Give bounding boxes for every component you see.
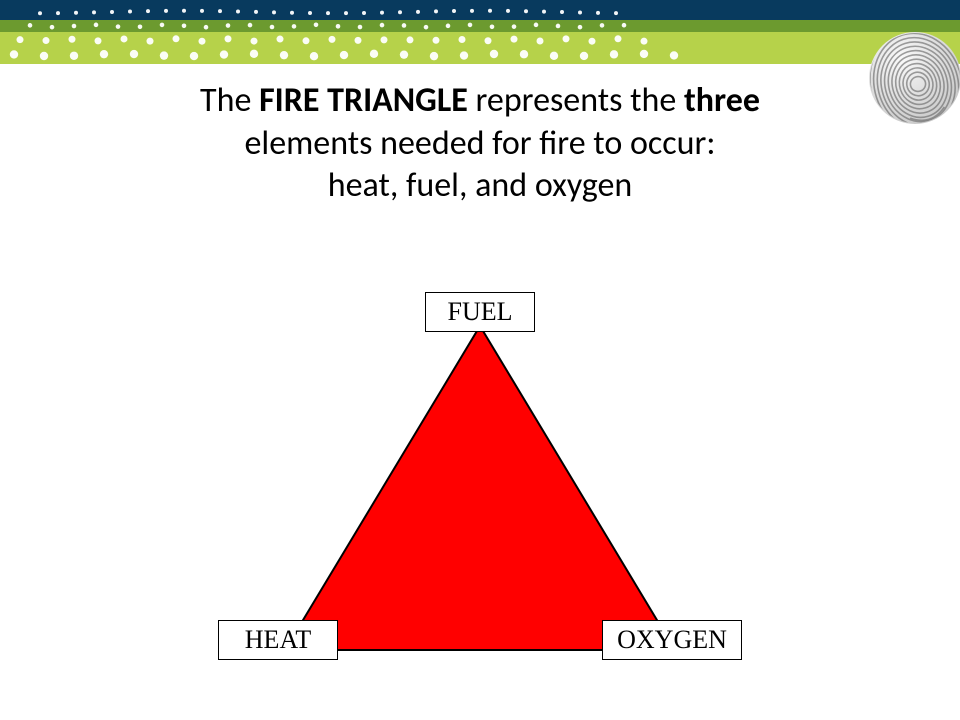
label-heat: HEAT [218, 620, 338, 660]
top-banner [0, 0, 960, 64]
label-oxygen: OXYGEN [602, 620, 742, 660]
label-heat-text: HEAT [245, 625, 311, 655]
label-oxygen-text: OXYGEN [617, 625, 727, 655]
label-fuel-text: FUEL [448, 297, 513, 327]
slide-title: The FIRE TRIANGLE represents the three e… [0, 80, 960, 208]
title-line-2: elements needed for fire to occur: [0, 123, 960, 166]
title-line-3: heat, fuel, and oxygen [0, 165, 960, 208]
title-line-1: The FIRE TRIANGLE represents the three [0, 80, 960, 123]
fire-triangle [283, 324, 677, 652]
label-fuel: FUEL [425, 292, 535, 332]
